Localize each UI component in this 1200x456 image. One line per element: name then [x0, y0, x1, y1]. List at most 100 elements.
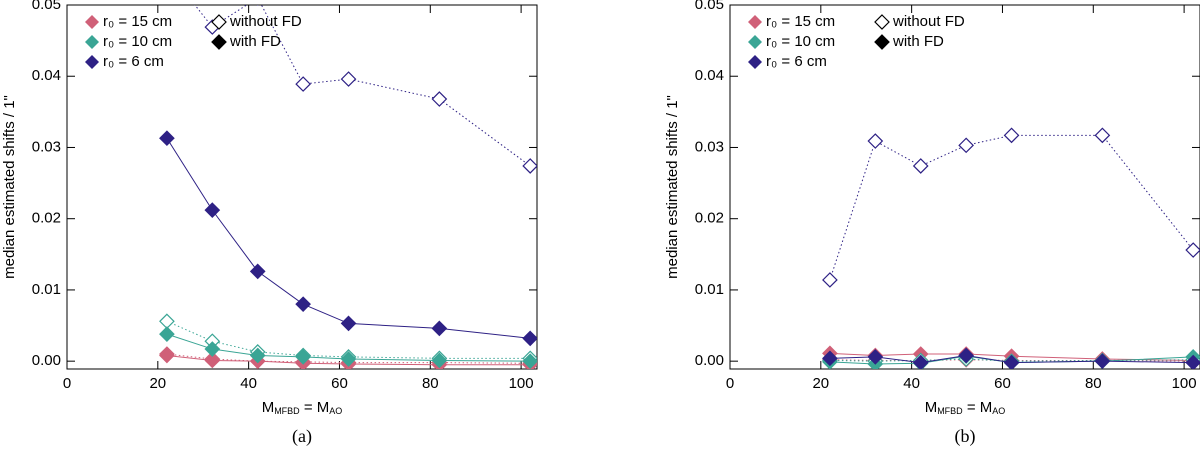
legend-label: without FD	[892, 13, 965, 30]
series-line	[166, 137, 531, 339]
marker	[1003, 127, 1020, 144]
x-axis-label-part: AO	[992, 406, 1005, 416]
marker	[204, 341, 221, 357]
panel: 0 20 40 60 80 100 0.00 0.01 0.02 0.03 0.04 0.05 medi…	[1, 0, 538, 447]
marker	[431, 352, 448, 369]
y-tick-label: 0.05	[32, 0, 61, 13]
x-tick-label: 100	[509, 375, 534, 392]
legend-label: r₀ = 10 cm	[766, 33, 835, 50]
x-tick-label: 40	[903, 375, 920, 392]
x-tick-label: 0	[726, 375, 734, 392]
legend-swatch	[874, 34, 890, 50]
legend-label: r₀ = 6 cm	[766, 53, 827, 70]
x-axis-label: MMFBD = MAO	[925, 399, 1006, 416]
y-tick-label: 0.01	[695, 281, 724, 298]
y-tick-label: 0.00	[32, 352, 61, 369]
x-tick-label: 20	[812, 375, 829, 392]
marker	[822, 350, 838, 367]
legend-swatch	[748, 55, 762, 69]
marker	[958, 137, 974, 154]
legend-swatch	[85, 55, 99, 69]
x-axis-label-part: = M	[963, 399, 993, 416]
marker	[340, 315, 357, 332]
y-tick-label: 0.04	[32, 67, 61, 84]
marker	[431, 320, 448, 337]
marker	[958, 347, 974, 364]
marker	[522, 158, 537, 174]
y-tick-label: 0.04	[695, 67, 724, 84]
marker	[295, 296, 311, 313]
marker	[256, 5, 259, 6]
legend-label: without FD	[229, 13, 302, 30]
panel: 0 20 40 60 80 100 0.00 0.01 0.02 0.03 0.04 0.05 medi…	[664, 0, 1200, 447]
legend-label: r₀ = 10 cm	[103, 33, 172, 50]
x-tick-label: 60	[994, 375, 1011, 392]
marker	[159, 313, 175, 330]
marker	[1094, 127, 1111, 144]
legend-swatch	[211, 34, 227, 50]
x-tick-label: 80	[422, 375, 439, 392]
y-tick-label: 0.05	[695, 0, 724, 13]
marker	[159, 347, 175, 364]
y-tick-label: 0.01	[32, 281, 61, 298]
marker	[295, 349, 311, 365]
marker	[204, 352, 221, 369]
marker	[159, 326, 175, 342]
caption: (b)	[955, 426, 976, 447]
legend-swatch	[874, 14, 890, 30]
marker	[204, 202, 221, 218]
x-axis-label-part: M	[925, 399, 938, 416]
marker	[340, 71, 357, 87]
marker	[295, 76, 311, 92]
marker	[159, 130, 175, 147]
plot-frame	[729, 4, 1200, 370]
y-tick-label: 0.03	[695, 138, 724, 155]
marker	[1094, 353, 1111, 369]
x-axis-label-part: = M	[300, 399, 330, 416]
marker	[867, 133, 884, 149]
x-tick-label: 100	[1172, 375, 1197, 392]
legend-label: r₀ = 6 cm	[103, 53, 164, 70]
y-axis-label: median estimated shifts / 1"	[664, 95, 681, 279]
y-axis-label: median estimated shifts / 1"	[1, 95, 18, 279]
marker	[249, 347, 266, 364]
x-axis-label-part: MFBD	[274, 406, 300, 416]
y-tick-label: 0.03	[32, 138, 61, 155]
marker	[822, 272, 838, 288]
y-tick-label: 0.02	[695, 210, 724, 227]
x-tick-label: 40	[240, 375, 257, 392]
x-tick-label: 20	[149, 375, 166, 392]
legend-label: with FD	[229, 33, 281, 50]
legend-label: r₀ = 15 cm	[103, 13, 172, 30]
marker	[867, 349, 884, 365]
marker	[912, 354, 929, 369]
marker	[340, 351, 357, 367]
legend-swatch	[211, 14, 227, 30]
x-tick-label: 80	[1085, 375, 1102, 392]
x-tick-label: 60	[331, 375, 348, 392]
marker	[249, 263, 266, 280]
data	[159, 5, 537, 369]
legend-swatch	[85, 35, 99, 49]
marker	[522, 330, 537, 347]
series-line	[829, 134, 1194, 281]
legend-swatch	[748, 15, 762, 29]
x-axis-label: MMFBD = MAO	[262, 399, 343, 416]
marker	[431, 91, 448, 107]
legend-swatch	[85, 15, 99, 29]
marker	[1185, 354, 1200, 369]
x-axis-label-part: AO	[329, 406, 342, 416]
marker	[522, 353, 537, 369]
legend-label: r₀ = 15 cm	[766, 13, 835, 30]
caption: (a)	[292, 426, 312, 447]
y-tick-label: 0.00	[695, 352, 724, 369]
marker	[1003, 354, 1020, 369]
legend-label: with FD	[892, 33, 944, 50]
marker	[1185, 242, 1200, 258]
data	[822, 127, 1200, 369]
legend-swatch	[748, 35, 762, 49]
marker	[912, 158, 929, 174]
x-tick-label: 0	[63, 375, 71, 392]
